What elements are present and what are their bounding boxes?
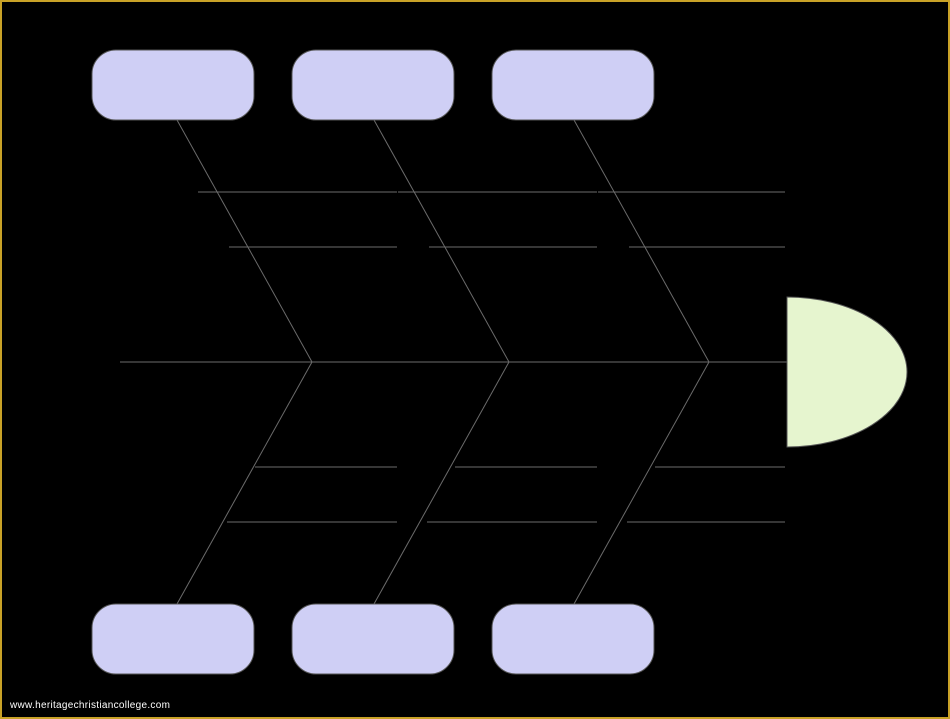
category-box-5 <box>292 604 454 674</box>
category-box-2 <box>292 50 454 120</box>
category-box-1 <box>92 50 254 120</box>
category-box-4 <box>92 604 254 674</box>
watermark-text: www.heritagechristiancollege.com <box>10 700 170 711</box>
fishbone-svg <box>2 2 948 717</box>
category-box-3 <box>492 50 654 120</box>
fishbone-head <box>787 297 907 447</box>
category-box-6 <box>492 604 654 674</box>
